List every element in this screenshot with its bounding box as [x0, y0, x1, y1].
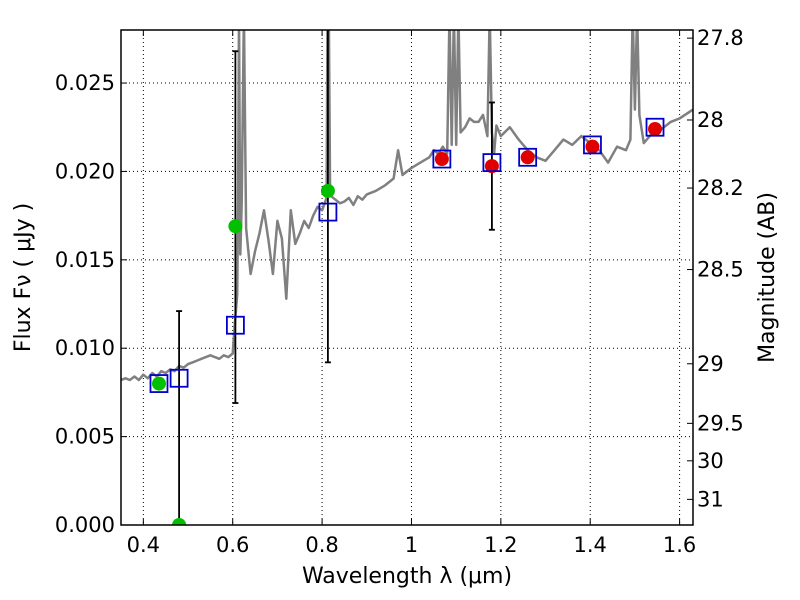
detected-flux-point — [434, 152, 449, 167]
model-square — [149, 374, 169, 393]
observed-flux-point — [151, 376, 166, 391]
y2-tick-label: 31 — [697, 487, 724, 511]
y2-tick-label: 30 — [697, 449, 724, 473]
axis-ticks: 0.4 0.6 0.8 1 1.2 1.4 1.6 0.000 0.005 0.010 0.015 0… — [55, 26, 744, 557]
y-axis-label: Flux Fν ( μJy ) — [11, 203, 36, 352]
model-square — [318, 202, 338, 222]
x-tick-label: 1 — [405, 533, 418, 557]
model-square — [225, 315, 245, 335]
model-square — [645, 117, 665, 137]
x-tick-label: 0.8 — [305, 533, 338, 557]
observed-flux-point — [172, 518, 187, 525]
y2-tick-label: 29 — [697, 352, 724, 376]
y2-tick-label: 29.5 — [697, 411, 744, 435]
grid — [121, 30, 693, 526]
y2-tick-label: 28.2 — [697, 176, 744, 200]
detected-flux-point — [484, 159, 499, 174]
model-square — [432, 149, 452, 169]
plot-area — [121, 30, 693, 525]
detected-flux-point — [585, 139, 600, 154]
y2-axis-label: Magnitude (AB) — [755, 192, 780, 363]
model-square — [482, 153, 502, 172]
model-square — [169, 368, 189, 388]
y-tick-label: 0.000 — [55, 513, 115, 537]
x-tick-label: 1.4 — [574, 533, 607, 557]
model-square — [583, 135, 602, 155]
y2-tick-label: 28 — [697, 108, 724, 132]
y-tick-label: 0.020 — [55, 159, 115, 183]
x-tick-label: 0.4 — [127, 533, 160, 557]
sed-line — [121, 30, 693, 382]
x-axis-label: Wavelength λ (μm) — [302, 564, 512, 589]
x-tick-label: 1.2 — [484, 533, 517, 557]
observed-flux-point — [228, 219, 243, 234]
observed-flux-point — [320, 183, 335, 198]
plot-frame — [120, 29, 694, 526]
y-tick-label: 0.015 — [55, 248, 115, 272]
x-tick-label: 1.6 — [663, 533, 696, 557]
y-tick-label: 0.025 — [55, 71, 115, 95]
detected-flux-point — [648, 122, 663, 136]
detected-flux-point — [520, 150, 535, 165]
model-square — [518, 147, 538, 167]
y2-tick-label: 27.8 — [697, 26, 744, 50]
y-tick-label: 0.010 — [55, 336, 115, 360]
x-tick-label: 0.6 — [216, 533, 249, 557]
y2-tick-label: 28.5 — [697, 258, 744, 282]
y-tick-label: 0.005 — [55, 425, 115, 449]
